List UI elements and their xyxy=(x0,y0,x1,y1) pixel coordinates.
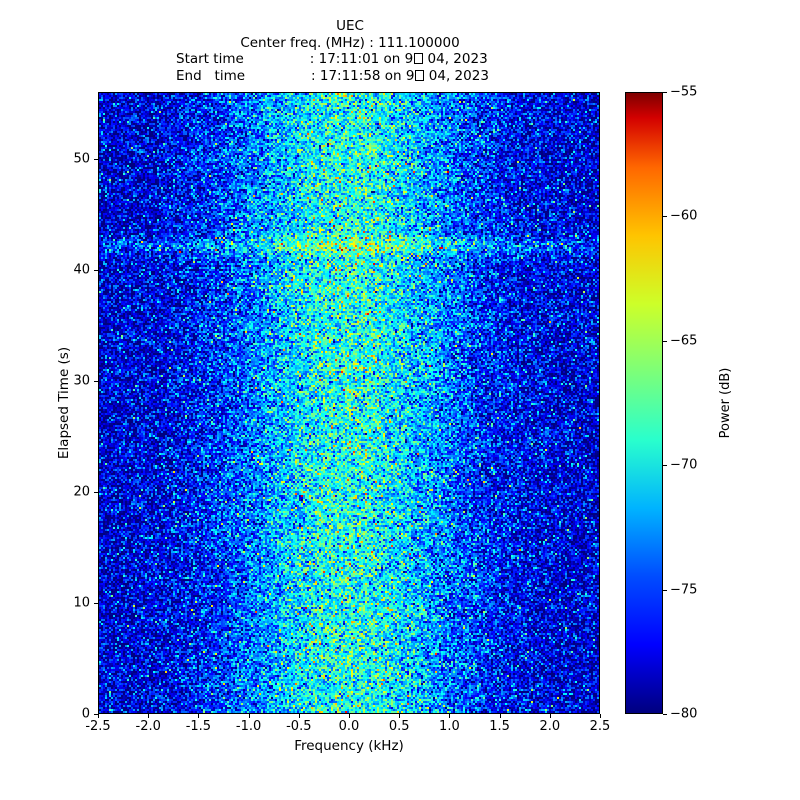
x-axis-tick xyxy=(198,714,200,718)
x-axis-label: Frequency (kHz) xyxy=(294,738,404,754)
spectrogram-plot-area xyxy=(98,92,600,714)
title-end-time-value: : 17:11:58 on 9 xyxy=(311,67,415,84)
x-axis-tick xyxy=(298,714,300,718)
x-axis-tick-label: 2.5 xyxy=(589,719,611,734)
x-axis-tick xyxy=(148,714,150,718)
spectrogram-heatmap xyxy=(99,93,599,713)
colorbar-tick xyxy=(663,340,667,342)
title-start-time-value: : 17:11:01 on 9 xyxy=(309,51,414,67)
x-axis-tick-label: -1.5 xyxy=(185,719,212,734)
colorbar-tick-label: −80 xyxy=(670,706,698,722)
x-axis-tick-label: -0.5 xyxy=(286,719,312,734)
colorbar-tick xyxy=(663,589,667,591)
x-axis-tick xyxy=(549,714,551,718)
y-axis-tick xyxy=(94,714,98,715)
y-axis-tick-label: 30 xyxy=(73,373,90,389)
y-axis-tick xyxy=(94,602,98,604)
x-axis-tick-label: 0.0 xyxy=(338,719,360,734)
title-start-time: Start time : 17:11:01 on 9 04, 2023 xyxy=(0,51,700,68)
title-center-freq: Center freq. (MHz) : 111.100000 xyxy=(240,34,460,51)
x-axis-tick-label: 2.0 xyxy=(539,719,561,734)
x-axis-tick xyxy=(600,714,601,718)
colorbar-tick-label: −65 xyxy=(670,333,698,349)
colorbar-label: Power (dB) xyxy=(718,367,733,439)
y-axis-tick-label: 10 xyxy=(73,595,90,611)
colorbar-tick xyxy=(663,465,667,467)
x-axis-tick xyxy=(449,714,451,718)
title-end-time-tail: 04, 2023 xyxy=(424,67,489,84)
title-station: UEC xyxy=(336,18,364,34)
colorbar xyxy=(625,92,663,714)
x-axis-tick-label: -2.5 xyxy=(85,719,111,734)
y-axis-tick-label: 20 xyxy=(73,484,90,500)
colorbar-tick-label: −70 xyxy=(670,457,698,473)
title-start-time-label: Start time xyxy=(176,51,244,67)
y-axis-tick-label: 40 xyxy=(73,262,90,278)
colorbar-tick xyxy=(663,714,667,715)
x-axis-tick-label: 1.0 xyxy=(439,719,460,734)
x-axis-tick-label: -2.0 xyxy=(135,719,161,734)
colorbar-tick xyxy=(663,92,667,93)
figure-title-block: UEC Center freq. (MHz) : 111.100000 Star… xyxy=(0,18,700,84)
colorbar-tick-label: −55 xyxy=(670,84,698,100)
title-start-time-tail: 04, 2023 xyxy=(423,51,488,67)
x-axis-tick xyxy=(349,714,350,718)
y-axis-tick-label: 0 xyxy=(81,706,90,722)
colorbar-tick-label: −60 xyxy=(670,208,698,224)
x-axis-tick-label: 0.5 xyxy=(388,719,410,734)
title-end-time: End time : 17:11:58 on 9 04, 2023 xyxy=(0,68,700,85)
missing-glyph-icon xyxy=(415,69,424,81)
x-axis-tick xyxy=(248,714,250,718)
title-end-time-label: End time xyxy=(176,67,246,84)
missing-glyph-icon xyxy=(413,53,423,64)
x-axis-tick xyxy=(499,714,501,718)
x-axis-tick-label: 1.5 xyxy=(489,719,510,734)
x-axis-tick xyxy=(98,714,99,718)
y-axis-tick xyxy=(94,380,98,382)
colorbar-tick xyxy=(663,216,667,218)
y-axis-tick xyxy=(94,491,98,493)
colorbar-tick-label: −75 xyxy=(670,582,698,598)
x-axis-tick xyxy=(399,714,401,718)
y-axis-tick-label: 50 xyxy=(73,151,90,167)
y-axis-label: Elapsed Time (s) xyxy=(56,346,72,460)
x-axis-tick-label: -1.0 xyxy=(235,719,262,734)
y-axis-tick xyxy=(94,158,98,160)
y-axis-tick xyxy=(94,269,98,271)
